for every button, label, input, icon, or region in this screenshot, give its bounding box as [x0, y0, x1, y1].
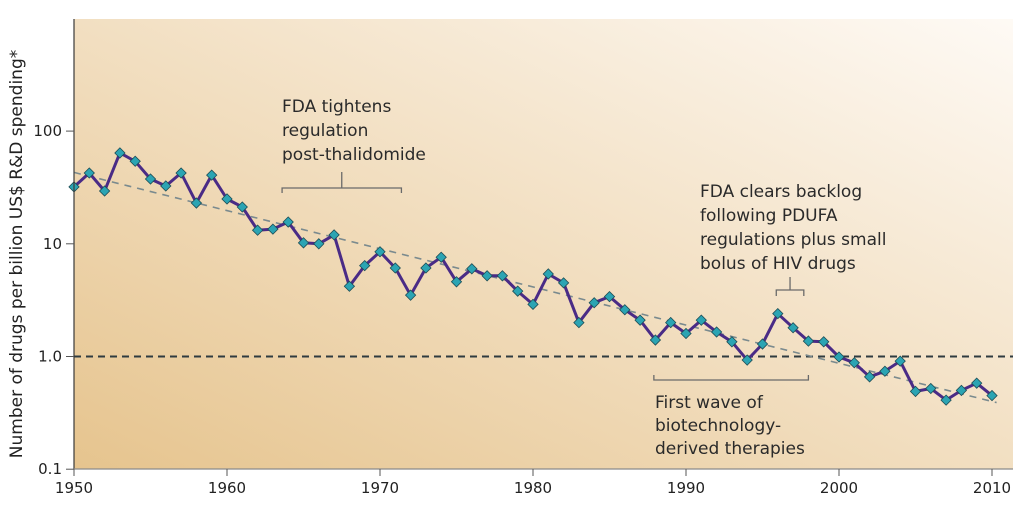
data-point — [190, 197, 203, 209]
x-tick-label: 1950 — [55, 479, 93, 497]
data-point — [619, 304, 631, 316]
bracket — [281, 172, 403, 193]
data-point — [909, 385, 922, 398]
annotation-text: biotechnology- — [655, 416, 781, 436]
data-point — [741, 354, 753, 366]
data-point — [833, 351, 845, 363]
annotation-text: following PDUFA — [700, 206, 838, 226]
data-point — [466, 263, 478, 275]
trend-line — [73, 171, 997, 404]
data-point — [481, 270, 493, 282]
data-point — [435, 251, 447, 263]
data-point — [925, 382, 937, 395]
data-point — [542, 268, 554, 280]
data-point — [940, 394, 952, 406]
data-point — [710, 326, 723, 338]
y-tick-label: 0.1 — [38, 460, 62, 478]
data-point — [160, 180, 172, 192]
data-point — [389, 262, 401, 274]
data-point — [512, 285, 524, 297]
data-point — [175, 167, 187, 179]
annotation-text: FDA clears backlog — [700, 182, 862, 202]
data-point — [404, 289, 417, 301]
y-tick-label: 1.0 — [38, 348, 62, 366]
annotation-fda-clears-backlog: FDA clears backlog following PDUFA regulat… — [700, 182, 886, 296]
x-tick-label: 1990 — [667, 479, 705, 497]
data-point — [221, 193, 233, 205]
data-point — [603, 290, 616, 303]
annotation-text: derived therapies — [655, 439, 805, 459]
data-point — [726, 336, 738, 348]
data-point — [863, 371, 876, 383]
data-point — [955, 384, 968, 397]
data-point — [206, 169, 218, 181]
data-point — [328, 229, 340, 241]
data-point — [267, 223, 279, 235]
data-point — [420, 262, 432, 274]
x-tick-label: 1970 — [361, 479, 399, 497]
y-axis-title: Number of drugs per billion US$ R&D spen… — [7, 50, 27, 458]
annotation-text: regulation — [282, 121, 368, 141]
data-point — [879, 365, 891, 377]
x-tick-label: 1980 — [514, 479, 552, 497]
data-point — [695, 314, 707, 326]
annotation-fda-tightens: FDA tightens regulation post-thalidomide — [281, 97, 426, 193]
data-point — [114, 147, 126, 159]
annotation-text: FDA tightens — [282, 97, 391, 117]
data-point — [282, 216, 294, 228]
data-point — [787, 322, 799, 334]
annotation-text: post-thalidomide — [282, 145, 426, 165]
annotation-first-wave-biotech: First wave of biotechnology-derived thera… — [653, 375, 810, 459]
data-point — [527, 298, 539, 311]
data-point — [144, 173, 157, 185]
data-point — [971, 377, 983, 389]
bracket — [775, 277, 805, 296]
annotation-text: First wave of — [655, 393, 764, 413]
data-point — [236, 201, 248, 213]
data-point — [772, 307, 784, 320]
data-point — [588, 297, 600, 309]
data-point — [802, 335, 815, 347]
data-point — [665, 316, 677, 329]
data-point — [450, 276, 463, 288]
data-point — [986, 389, 998, 402]
data-point — [573, 316, 585, 329]
y-tick-label: 100 — [33, 122, 62, 140]
plot-background — [74, 19, 1013, 469]
x-tick-label: 2000 — [820, 479, 858, 497]
data-point — [848, 357, 860, 369]
data-point — [496, 270, 509, 282]
data-point — [359, 259, 371, 272]
data-point — [818, 336, 830, 348]
x-tick-label: 2010 — [973, 479, 1011, 497]
data-point — [98, 185, 111, 197]
data-point — [680, 327, 692, 340]
data-point — [756, 338, 769, 350]
data-point — [313, 238, 325, 250]
data-point — [557, 277, 570, 289]
data-point — [129, 155, 141, 167]
data-point — [297, 237, 310, 249]
annotation-text: bolus of HIV drugs — [700, 254, 856, 274]
data-point — [343, 280, 356, 292]
y-tick-label: 10 — [43, 235, 62, 253]
bracket — [653, 375, 810, 381]
data-point — [83, 167, 95, 179]
data-point — [634, 314, 646, 326]
data-point — [374, 246, 386, 258]
annotation-text: regulations plus small — [700, 230, 886, 250]
x-tick-label: 1960 — [208, 479, 246, 497]
data-point — [251, 224, 264, 236]
data-point — [894, 355, 906, 367]
data-point — [649, 334, 662, 346]
